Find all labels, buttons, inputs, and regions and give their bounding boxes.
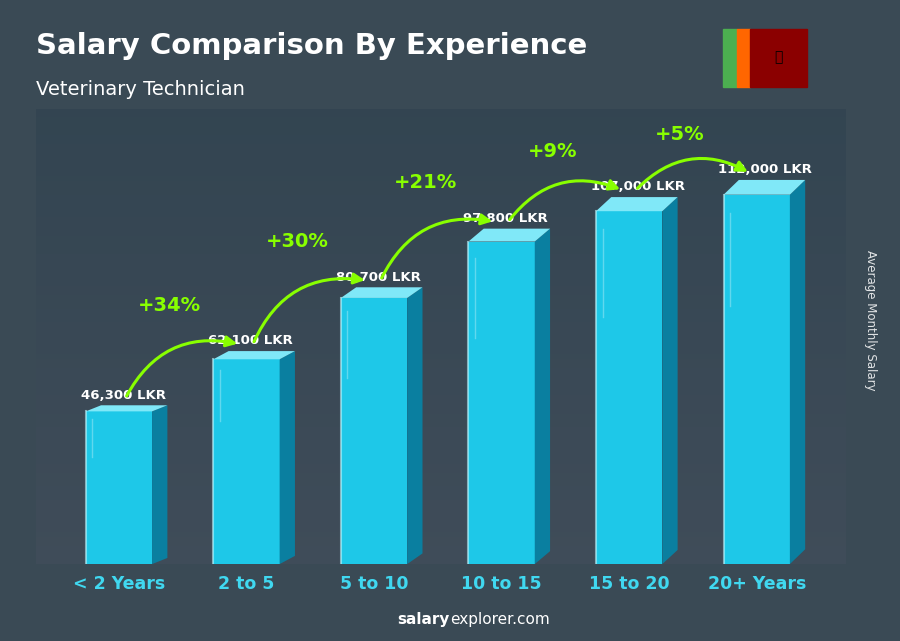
Polygon shape [596, 211, 662, 564]
Text: +9%: +9% [528, 142, 578, 161]
Text: Veterinary Technician: Veterinary Technician [36, 80, 245, 99]
Text: Average Monthly Salary: Average Monthly Salary [865, 250, 878, 391]
Text: 107,000 LKR: 107,000 LKR [591, 181, 685, 194]
Polygon shape [280, 351, 295, 564]
Polygon shape [407, 287, 422, 564]
Text: 112,000 LKR: 112,000 LKR [718, 163, 813, 176]
Text: +30%: +30% [266, 232, 328, 251]
Bar [751, 29, 806, 87]
Polygon shape [596, 197, 678, 211]
Polygon shape [790, 180, 806, 564]
Polygon shape [341, 298, 407, 564]
Polygon shape [662, 197, 678, 564]
Text: 97,800 LKR: 97,800 LKR [464, 212, 548, 225]
Polygon shape [468, 242, 535, 564]
Polygon shape [86, 405, 167, 412]
Polygon shape [341, 287, 422, 298]
Polygon shape [724, 195, 790, 564]
Polygon shape [468, 229, 550, 242]
Text: 80,700 LKR: 80,700 LKR [336, 271, 420, 284]
Polygon shape [724, 180, 806, 195]
Bar [737, 29, 751, 87]
Polygon shape [535, 229, 550, 564]
Polygon shape [152, 405, 167, 564]
Text: 🦁: 🦁 [774, 51, 783, 65]
Text: +34%: +34% [139, 296, 202, 315]
Polygon shape [86, 412, 152, 564]
Text: +5%: +5% [655, 124, 705, 144]
Text: 46,300 LKR: 46,300 LKR [81, 388, 166, 402]
Text: +21%: +21% [393, 173, 456, 192]
Text: explorer.com: explorer.com [450, 612, 550, 627]
Bar [724, 29, 737, 87]
Text: salary: salary [398, 612, 450, 627]
Polygon shape [213, 351, 295, 359]
Text: 62,100 LKR: 62,100 LKR [208, 335, 293, 347]
Text: Salary Comparison By Experience: Salary Comparison By Experience [36, 32, 587, 60]
Polygon shape [213, 359, 280, 564]
